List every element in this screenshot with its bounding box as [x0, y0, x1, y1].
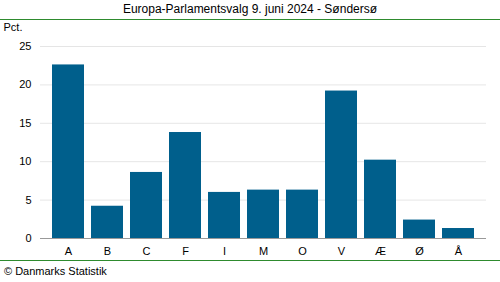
svg-text:Pct.: Pct. [4, 21, 23, 33]
svg-text:A: A [65, 245, 73, 257]
svg-text:15: 15 [19, 117, 31, 129]
svg-text:Æ: Æ [375, 245, 386, 257]
svg-text:Å: Å [455, 245, 463, 257]
svg-text:I: I [223, 245, 226, 257]
svg-text:5: 5 [25, 194, 31, 206]
svg-text:O: O [298, 245, 307, 257]
svg-text:F: F [182, 245, 189, 257]
html-text:© Danmarks Statistik: © Danmarks Statistik [4, 265, 107, 277]
svg-text:25: 25 [19, 40, 31, 52]
svg-text:0: 0 [25, 232, 31, 244]
svg-text:10: 10 [19, 155, 31, 167]
svg-text:20: 20 [19, 78, 31, 90]
svg-text:C: C [143, 245, 151, 257]
svg-text:M: M [259, 245, 268, 257]
svg-text:B: B [104, 245, 111, 257]
svg-text:Ø: Ø [415, 245, 424, 257]
html-text:Europa-Parlamentsvalg 9. juni: Europa-Parlamentsvalg 9. juni 2024 - Søn… [122, 2, 378, 16]
svg-text:V: V [338, 245, 346, 257]
